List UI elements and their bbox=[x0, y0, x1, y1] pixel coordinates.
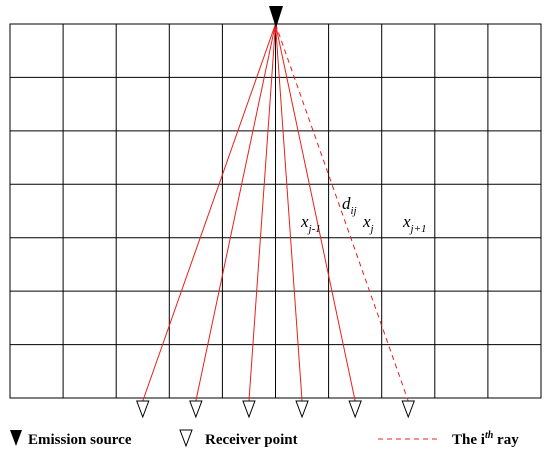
ray-solid bbox=[275, 23, 356, 402]
legend-ray-label: The ith ray bbox=[452, 430, 519, 448]
label-x-j-plus-1: xj+1 bbox=[402, 212, 427, 235]
legend-receiver-point-label: Receiver point bbox=[205, 432, 298, 448]
ray-solid bbox=[142, 23, 276, 402]
label-d-ij: dij bbox=[342, 194, 357, 217]
ray-solid bbox=[248, 23, 276, 402]
receiver-point-icon bbox=[295, 400, 309, 419]
label-x-j-minus-1: xj-1 bbox=[300, 212, 321, 235]
ray-solid bbox=[195, 23, 276, 402]
receiver-point-icon bbox=[348, 400, 362, 419]
ray-solid bbox=[275, 23, 303, 402]
rays bbox=[142, 23, 409, 402]
legend-receiver-point-icon bbox=[179, 429, 193, 448]
label-x-j: xj bbox=[362, 212, 374, 235]
legend-emission-source-label: Emission source bbox=[28, 432, 132, 448]
receiver-point-icon bbox=[401, 400, 415, 419]
grid bbox=[9, 23, 542, 399]
receiver-point-icon bbox=[136, 400, 150, 419]
legend-emission-source-icon bbox=[10, 430, 22, 446]
receiver-point-icon bbox=[189, 400, 203, 419]
legend: Emission source Receiver point The ith r… bbox=[10, 429, 519, 448]
ray-dashed-ith bbox=[275, 23, 409, 402]
emission-source-icon bbox=[269, 6, 283, 28]
receiver-point-icon bbox=[242, 400, 256, 419]
receiver-points bbox=[136, 400, 415, 419]
